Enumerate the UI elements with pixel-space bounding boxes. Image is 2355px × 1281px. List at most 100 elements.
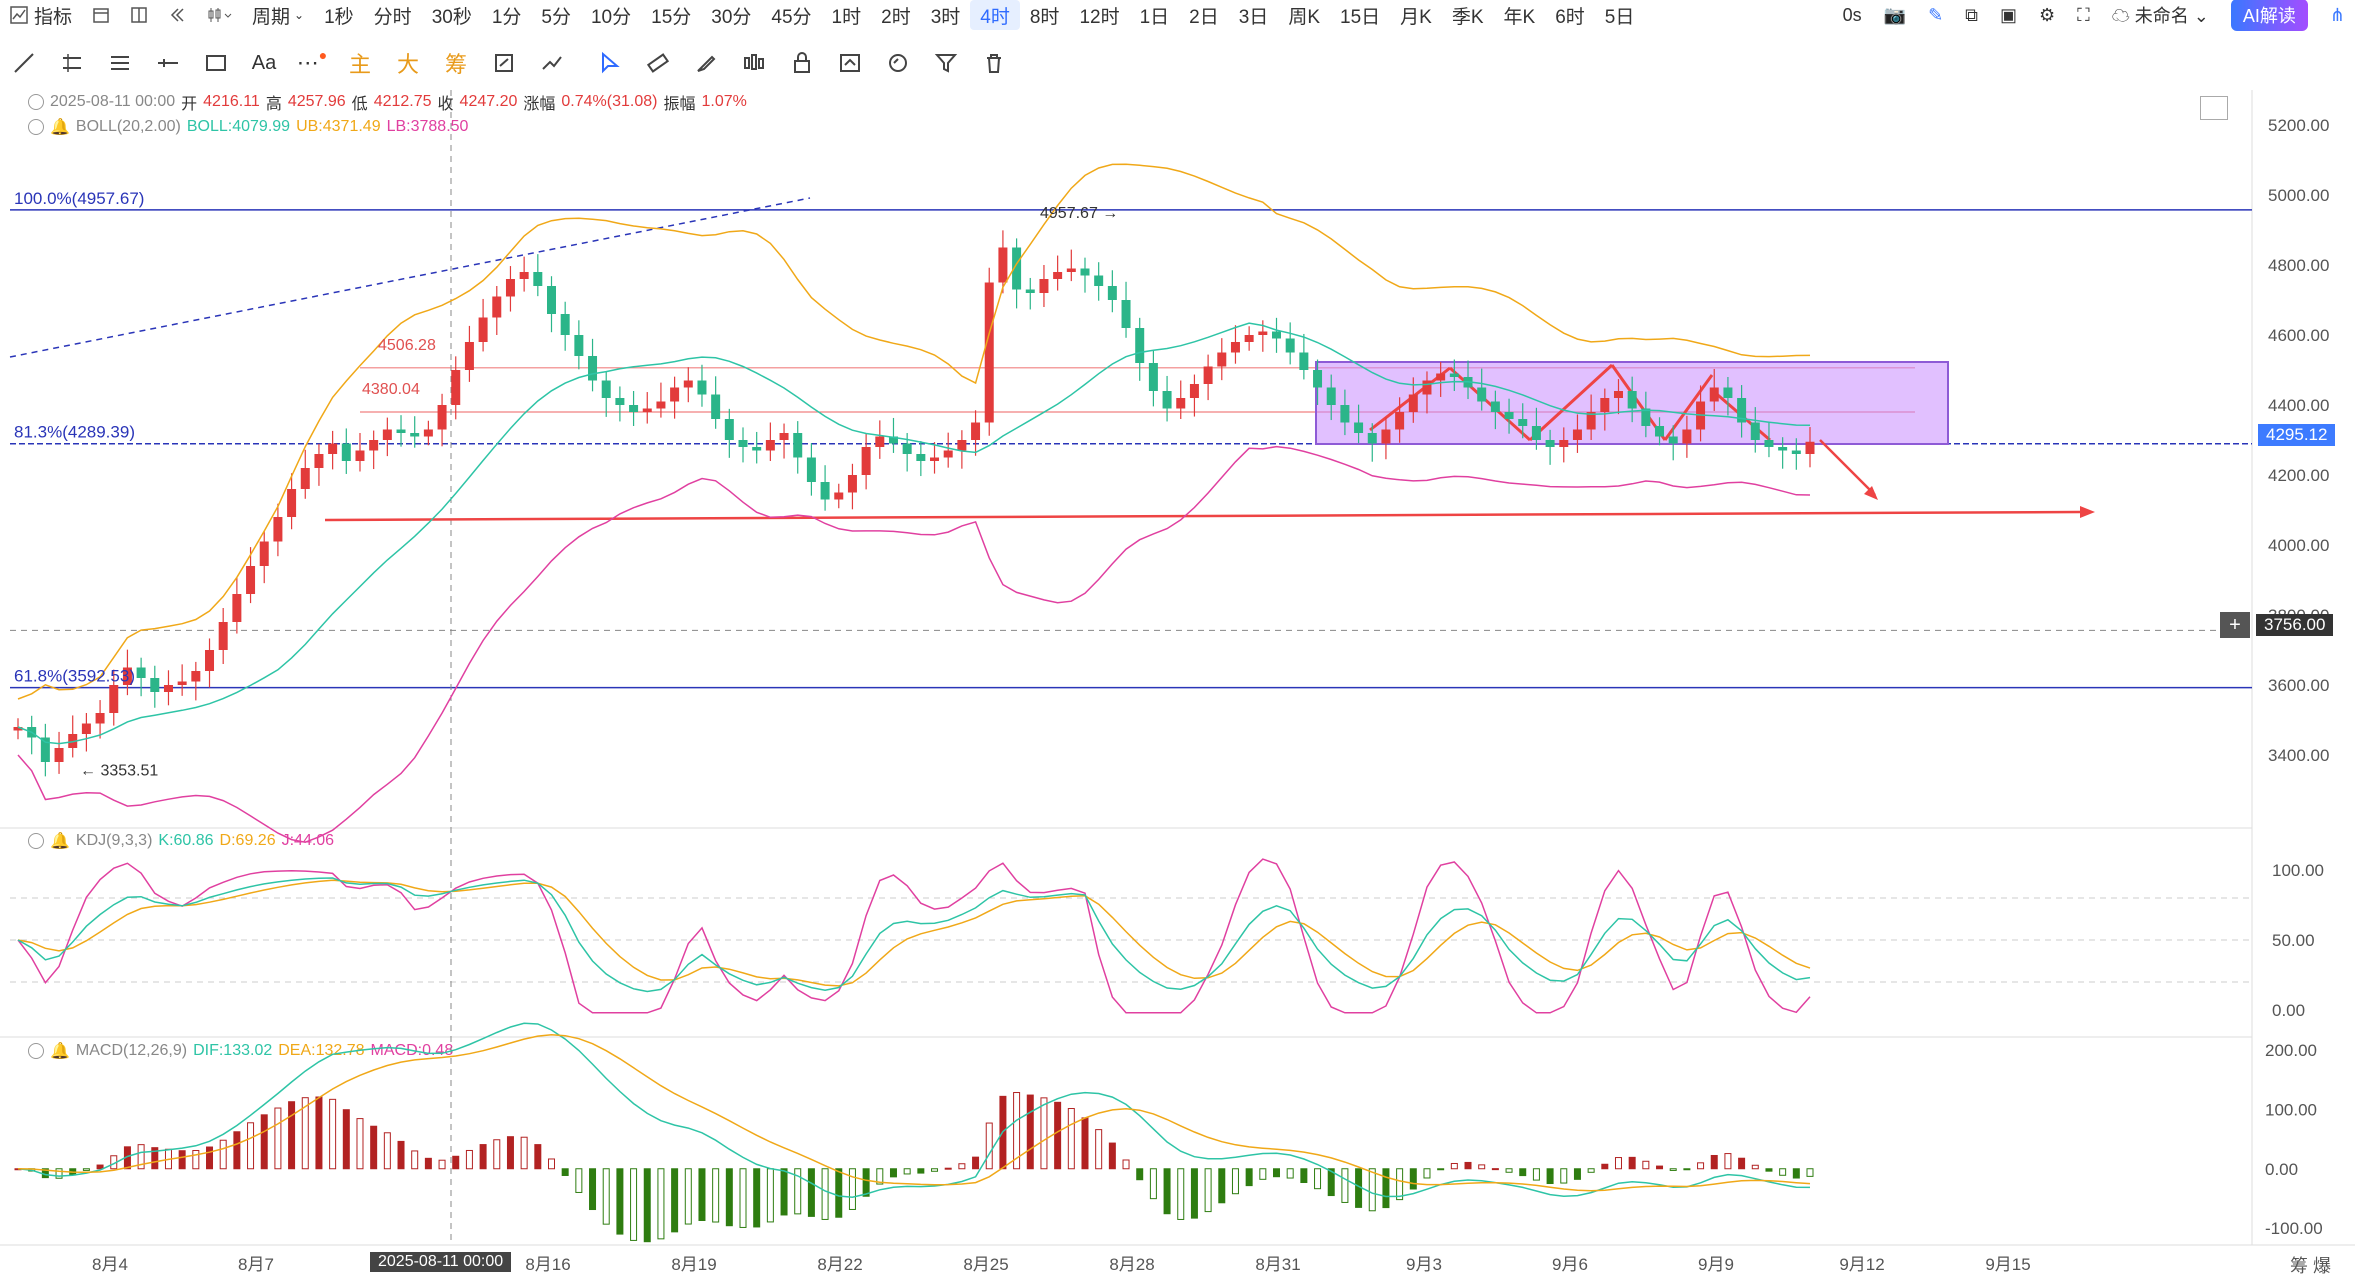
macd-bar: [671, 1168, 679, 1233]
candle-body: [697, 380, 707, 395]
period-21[interactable]: 季K: [1451, 6, 1484, 28]
candle-body: [1627, 391, 1637, 409]
period-9[interactable]: 1时: [831, 6, 862, 28]
macd-bar: [1204, 1168, 1212, 1213]
eye-icon[interactable]: [28, 94, 44, 110]
expand-icon[interactable]: [2200, 96, 2228, 120]
filter-icon[interactable]: [922, 40, 970, 86]
candle-body: [1012, 247, 1022, 290]
replay-icon[interactable]: [158, 0, 196, 30]
bell-icon[interactable]: 🔔: [50, 1043, 70, 1060]
text-tool-icon[interactable]: Aa: [251, 51, 277, 74]
macd-bar: [1054, 1101, 1062, 1170]
candle-body: [861, 447, 871, 475]
calendar-icon[interactable]: [82, 0, 120, 30]
more-tools-icon[interactable]: ⋯ ●: [296, 47, 328, 75]
period-15[interactable]: 1日: [1139, 6, 1170, 28]
period-0[interactable]: 1秒: [324, 6, 354, 28]
settings-icon[interactable]: ⚙: [2039, 4, 2056, 25]
ai-button[interactable]: AI解读: [2230, 0, 2308, 31]
big-order-toggle[interactable]: 大: [396, 52, 419, 77]
note-icon[interactable]: [826, 40, 874, 86]
channel-tool-icon[interactable]: [96, 40, 144, 86]
period-11[interactable]: 3时: [930, 6, 961, 28]
period-5[interactable]: 10分: [590, 6, 632, 28]
chip-footer-label[interactable]: 筹 爆: [2290, 1256, 2332, 1276]
macd-tick-label: 200.00: [2265, 1041, 2317, 1060]
period-8[interactable]: 45分: [771, 6, 812, 28]
display-icon[interactable]: ▣: [2000, 4, 2018, 25]
horizontal-line-tool-icon[interactable]: [144, 40, 192, 86]
period-1[interactable]: 分时: [373, 6, 412, 28]
candle-body: [683, 380, 693, 388]
ruler-icon[interactable]: [634, 40, 682, 86]
period-19[interactable]: 15日: [1340, 6, 1381, 28]
period-6[interactable]: 15分: [651, 6, 692, 28]
macd-bar: [1026, 1094, 1034, 1170]
trash-icon[interactable]: [970, 40, 1018, 86]
period-12[interactable]: 4时: [970, 0, 1020, 30]
brush-icon[interactable]: [682, 40, 730, 86]
period-dropdown[interactable]: 周期 ⌄: [242, 0, 314, 30]
time-tick-label: 8月16: [525, 1255, 570, 1274]
indicator-button[interactable]: 指标: [0, 0, 82, 30]
amp-value: 1.07%: [701, 93, 747, 110]
magnet-icon[interactable]: [480, 40, 528, 86]
layout-icon[interactable]: [120, 0, 158, 30]
period-24[interactable]: 5日: [1604, 6, 1635, 28]
candle-body: [1463, 377, 1473, 388]
main-chart-toggle[interactable]: 主: [348, 52, 371, 77]
period-22[interactable]: 年K: [1503, 6, 1536, 28]
bell-icon[interactable]: 🔔: [50, 119, 70, 136]
share-icon[interactable]: ⋔: [2329, 4, 2345, 25]
period-16[interactable]: 2日: [1189, 6, 1219, 28]
period-20[interactable]: 月K: [1400, 6, 1432, 28]
macd-bar: [465, 1149, 473, 1170]
eye-icon[interactable]: [28, 833, 44, 849]
bell-icon[interactable]: 🔔: [50, 833, 70, 850]
time-tick-label: 9月9: [1698, 1255, 1734, 1274]
period-14[interactable]: 12时: [1079, 6, 1120, 28]
camera-icon[interactable]: 📷: [1883, 4, 1907, 25]
period-17[interactable]: 3日: [1238, 6, 1269, 28]
pattern-icon[interactable]: [730, 40, 778, 86]
macd-bar: [1040, 1097, 1048, 1170]
eye-icon[interactable]: [28, 1043, 44, 1059]
eye-icon[interactable]: [28, 119, 44, 135]
cursor-icon[interactable]: [586, 40, 634, 86]
period-23[interactable]: 6时: [1555, 6, 1585, 28]
chip-toggle[interactable]: 筹: [444, 52, 467, 77]
period-3[interactable]: 1分: [491, 6, 522, 28]
price-tick-label: 3400.00: [2268, 746, 2329, 765]
lock-icon[interactable]: [778, 40, 826, 86]
macd-bar: [452, 1155, 460, 1170]
rectangle-tool-icon[interactable]: [192, 40, 240, 86]
fullscreen-icon[interactable]: ⛶: [2077, 4, 2090, 25]
period-13[interactable]: 8时: [1029, 6, 1060, 28]
candle-body: [847, 475, 857, 493]
parallel-tool-icon[interactable]: [48, 40, 96, 86]
period-7[interactable]: 30分: [711, 6, 752, 28]
cloud-layout[interactable]: ☁ 未命名 ⌄: [2111, 6, 2209, 26]
macd-bar: [1245, 1168, 1253, 1187]
candle-body: [177, 681, 187, 685]
candle-body: [793, 433, 803, 458]
line-tool-icon[interactable]: [0, 40, 48, 86]
measure-icon[interactable]: [528, 40, 576, 86]
candle-body: [1449, 373, 1459, 377]
price-tick-label: 4000.00: [2268, 536, 2329, 555]
macd-bar: [985, 1122, 993, 1170]
period-2[interactable]: 30秒: [431, 6, 472, 28]
candle-body: [1135, 328, 1145, 363]
macd-bar: [1409, 1168, 1417, 1190]
candle-type-icon[interactable]: [196, 0, 242, 30]
period-4[interactable]: 5分: [541, 6, 571, 28]
candle-body: [1655, 426, 1665, 437]
period-10[interactable]: 2时: [881, 6, 911, 28]
macd-bar: [1177, 1168, 1185, 1220]
pen-icon[interactable]: ✎: [1928, 4, 1944, 25]
add-alert-icon[interactable]: +: [2220, 612, 2250, 638]
eraser-icon[interactable]: [874, 40, 922, 86]
period-18[interactable]: 周K: [1288, 6, 1320, 28]
window-icon[interactable]: ⧉: [1965, 4, 1979, 25]
